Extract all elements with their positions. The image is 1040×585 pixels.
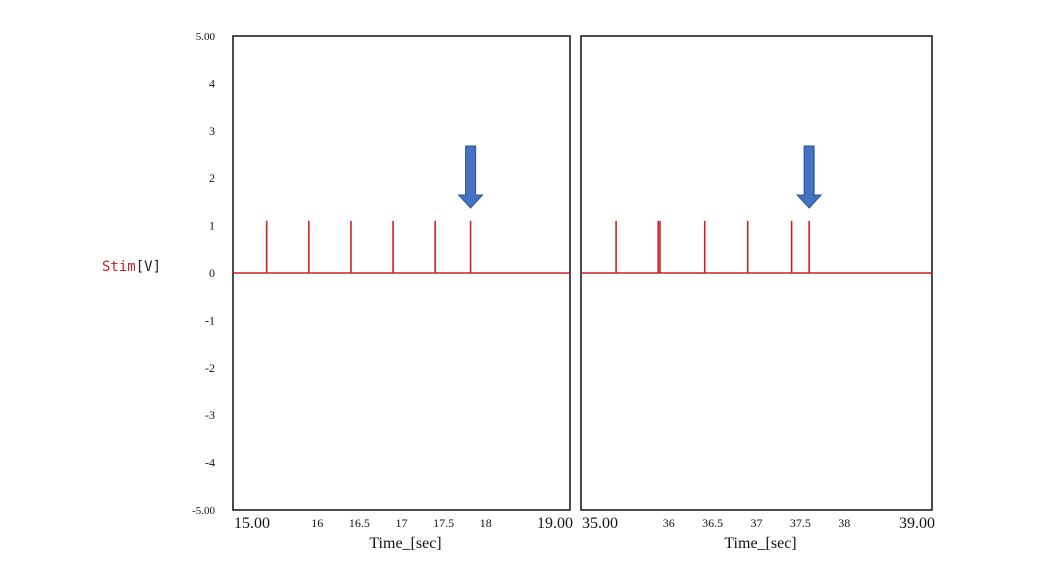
- y-tick-label: -1: [205, 313, 215, 327]
- y-tick-label: -5.00: [192, 505, 215, 517]
- x-tick-label: 36.5: [702, 516, 723, 530]
- y-tick-label: 1: [209, 219, 215, 233]
- y-tick-label: 3: [209, 124, 215, 138]
- x-tick-label: 16: [311, 516, 323, 530]
- x-tick-label: 37.5: [790, 516, 811, 530]
- x-tick-label: 16.5: [349, 516, 370, 530]
- x-tick-label: 19.00: [537, 515, 573, 532]
- x-tick-label: 17.5: [433, 516, 454, 530]
- x-axis-label: Time_[sec]: [369, 535, 441, 552]
- down-arrow-annotation: [796, 145, 823, 209]
- y-tick-label: 5.00: [196, 31, 216, 43]
- y-tick-label: 4: [209, 76, 215, 90]
- svg-text:Stim[V]: Stim[V]: [102, 259, 161, 275]
- y-axis-ticks: 5.00 4 3 2 1 0 -1 -2 -3 -4 -5.00: [192, 31, 215, 517]
- x-tick-label: 18: [480, 516, 492, 530]
- y-tick-label: -4: [205, 456, 215, 470]
- down-arrow-annotation: [457, 145, 484, 209]
- x-tick-label: 39.00: [899, 515, 935, 532]
- x-tick-label: 35.00: [582, 515, 618, 532]
- chart-panel-2: 35.00 36 36.5 37 37.5 38 39.00 Time_[sec]: [580, 35, 935, 552]
- x-tick-label: 36: [663, 516, 675, 530]
- y-axis-label: Stim[V]: [102, 259, 161, 275]
- y-tick-label: -2: [205, 361, 215, 375]
- chart-panel-1: 15.00 16 16.5 17 17.5 18 19.00 Time_[sec]: [232, 35, 573, 552]
- y-tick-label: 0: [209, 266, 215, 280]
- x-tick-label: 17: [396, 516, 408, 530]
- y-axis-label-name: Stim: [102, 259, 136, 275]
- y-axis-label-unit: [V]: [136, 259, 161, 275]
- y-tick-label: -3: [205, 408, 215, 422]
- x-axis-label: Time_[sec]: [724, 535, 796, 552]
- x-tick-label: 37: [751, 516, 763, 530]
- y-tick-label: 2: [209, 171, 215, 185]
- x-tick-label: 38: [838, 516, 850, 530]
- x-tick-label: 15.00: [234, 515, 270, 532]
